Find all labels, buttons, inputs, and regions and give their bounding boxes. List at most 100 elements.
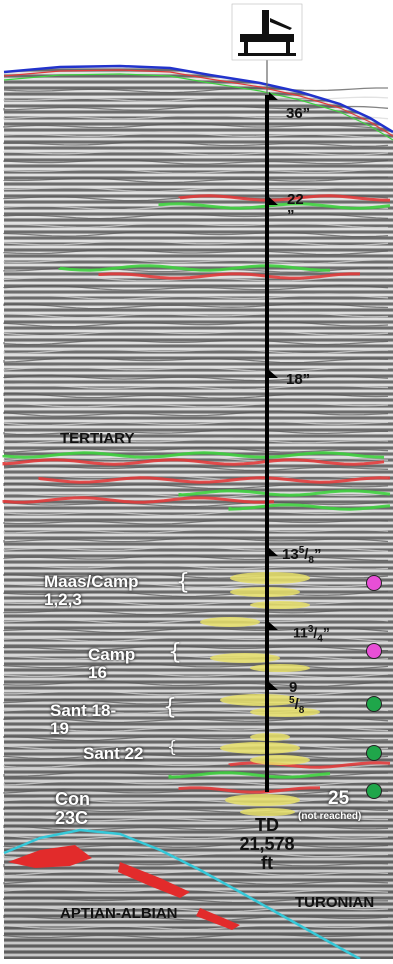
seismic-reflector <box>3 636 389 643</box>
seismic-reflector <box>3 869 389 877</box>
seismic-reflector <box>3 293 389 301</box>
sand-lens <box>210 653 280 663</box>
colored-horizon <box>98 272 360 280</box>
seabed-red-horizon <box>3 69 393 137</box>
sand-lens <box>250 664 310 672</box>
seismic-reflector <box>3 788 389 796</box>
sand-lens <box>250 707 320 717</box>
colored-horizon <box>158 202 391 210</box>
sand-lens <box>250 601 310 609</box>
seismic-reflector <box>3 554 389 562</box>
seismic-reflector <box>3 824 389 831</box>
seismic-reflector <box>3 176 389 184</box>
target-25-note: (not reached) <box>298 811 362 822</box>
colored-horizon <box>58 264 331 272</box>
sand-lens <box>225 794 300 806</box>
seismic-reflector <box>3 582 389 588</box>
rig-icon <box>240 34 294 42</box>
casing-shoe <box>269 197 278 205</box>
rig-pontoon <box>238 53 296 56</box>
seismic-reflector <box>3 707 389 714</box>
red-reflector <box>118 862 190 898</box>
seismic-reflector <box>3 879 389 886</box>
seismic-reflector <box>3 627 389 634</box>
seismic-reflector <box>3 365 389 373</box>
rig-crane <box>270 18 292 30</box>
seismic-reflector <box>3 519 389 525</box>
rig-leg <box>244 42 248 54</box>
seismic-reflector <box>3 87 388 94</box>
seismic-reflector <box>3 753 389 760</box>
colored-horizon <box>178 786 320 794</box>
seismic-reflector <box>3 905 389 913</box>
seismic-reflector <box>3 383 389 391</box>
casing-18-label: 18” <box>286 371 311 388</box>
seismic-reflector <box>3 671 389 679</box>
colored-horizon <box>2 451 385 459</box>
target-sant22-bracket: { <box>167 737 178 756</box>
seismic-reflector <box>3 140 389 147</box>
seismic-reflector <box>3 806 389 814</box>
seismic-reflector <box>3 482 389 490</box>
colored-horizon <box>2 458 385 466</box>
seismic-reflector <box>3 474 389 481</box>
seismic-reflector <box>3 428 388 436</box>
seismic-reflector <box>3 104 389 111</box>
seismic-reflector <box>3 230 389 238</box>
seismic-reflector <box>3 257 389 265</box>
seismic-reflector <box>3 392 389 399</box>
seismic-reflector <box>3 716 389 724</box>
target-25-label: 25 <box>328 788 350 809</box>
sand-lens <box>250 755 310 765</box>
seismic-reflector <box>3 888 389 895</box>
colored-horizon <box>168 771 331 779</box>
rig-leg <box>286 42 290 54</box>
seismic-reflector <box>3 689 389 696</box>
target-dot-maas-camp <box>366 575 382 591</box>
base-horizon <box>3 828 361 961</box>
seismic-reflector <box>3 680 389 688</box>
colored-horizon <box>38 476 391 484</box>
seismic-reflector <box>3 113 389 120</box>
seismic-reflector <box>3 158 389 165</box>
seabed-line <box>3 64 393 134</box>
seismic-reflector <box>3 320 389 328</box>
casing-shoe <box>269 682 278 690</box>
sand-lens <box>220 694 300 706</box>
seismic-reflector <box>3 284 389 291</box>
seismic-reflector <box>3 501 389 508</box>
seismic-reflector <box>3 122 389 130</box>
seismic-reflector <box>3 131 389 139</box>
casing-shoe <box>269 622 278 630</box>
seismic-reflector <box>3 897 389 904</box>
seismic-reflector <box>3 167 389 175</box>
td-label: TD 21,578 ft <box>239 815 295 873</box>
seismic-reflector <box>3 222 389 229</box>
seismic-reflector <box>3 302 389 310</box>
seismic-reflector <box>3 419 389 427</box>
colored-horizon <box>228 761 391 769</box>
seismic-reflector <box>3 437 389 445</box>
sand-lens <box>200 617 260 627</box>
target-dot-camp16 <box>366 643 382 659</box>
con-23c-label: Con 23C <box>55 789 90 828</box>
seismic-reflector <box>3 645 388 652</box>
target-camp16-bracket: { <box>168 640 182 665</box>
seismic-reflector <box>3 734 389 742</box>
target-dot-sant18 <box>366 696 382 712</box>
casing-shoe <box>269 92 278 100</box>
colored-horizon <box>228 503 391 511</box>
sand-lens <box>230 572 310 584</box>
seismic-reflector <box>3 185 389 193</box>
seismic-reflector <box>3 743 389 751</box>
casing-11-label: 113/4” <box>293 624 330 645</box>
seismic-reflector <box>3 213 389 220</box>
colored-horizon <box>178 194 391 202</box>
seismic-reflector <box>3 698 389 705</box>
seismic-reflector <box>3 446 389 454</box>
seismic-reflector <box>3 330 389 337</box>
colored-horizon <box>2 496 275 504</box>
red-reflector <box>196 908 240 930</box>
